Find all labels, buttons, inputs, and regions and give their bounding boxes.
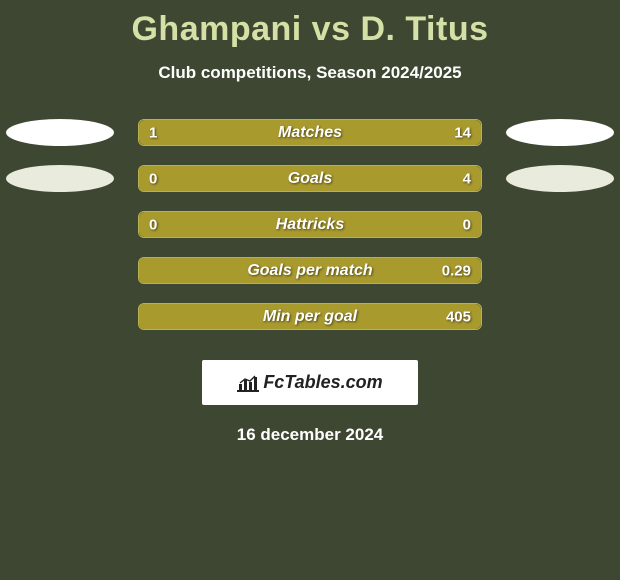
stat-bar: 405Min per goal bbox=[138, 303, 482, 330]
stat-row: 04Goals bbox=[0, 165, 620, 192]
fctables-logo: FcTables.com bbox=[202, 360, 418, 405]
stat-row: 00Hattricks bbox=[0, 211, 620, 238]
stat-label: Goals bbox=[139, 170, 481, 188]
stat-bar: 00Hattricks bbox=[138, 211, 482, 238]
stat-label: Matches bbox=[139, 124, 481, 142]
stat-bar: 114Matches bbox=[138, 119, 482, 146]
date-line: 16 december 2024 bbox=[0, 425, 620, 445]
stat-row: 405Min per goal bbox=[0, 303, 620, 330]
logo-text: FcTables.com bbox=[263, 372, 382, 393]
stat-label: Min per goal bbox=[139, 308, 481, 326]
left-oval bbox=[6, 165, 114, 192]
stats-container: 114Matches 04Goals 00Hattricks 0.29Goals pe… bbox=[0, 119, 620, 330]
stat-row: 114Matches bbox=[0, 119, 620, 146]
page-title: Ghampani vs D. Titus bbox=[0, 0, 620, 49]
stat-label: Goals per match bbox=[139, 262, 481, 280]
chart-icon bbox=[237, 374, 259, 392]
right-oval bbox=[506, 165, 614, 192]
right-oval bbox=[506, 119, 614, 146]
stat-bar: 0.29Goals per match bbox=[138, 257, 482, 284]
stat-bar: 04Goals bbox=[138, 165, 482, 192]
left-oval bbox=[6, 119, 114, 146]
stat-row: 0.29Goals per match bbox=[0, 257, 620, 284]
subtitle: Club competitions, Season 2024/2025 bbox=[0, 63, 620, 83]
stat-label: Hattricks bbox=[139, 216, 481, 234]
